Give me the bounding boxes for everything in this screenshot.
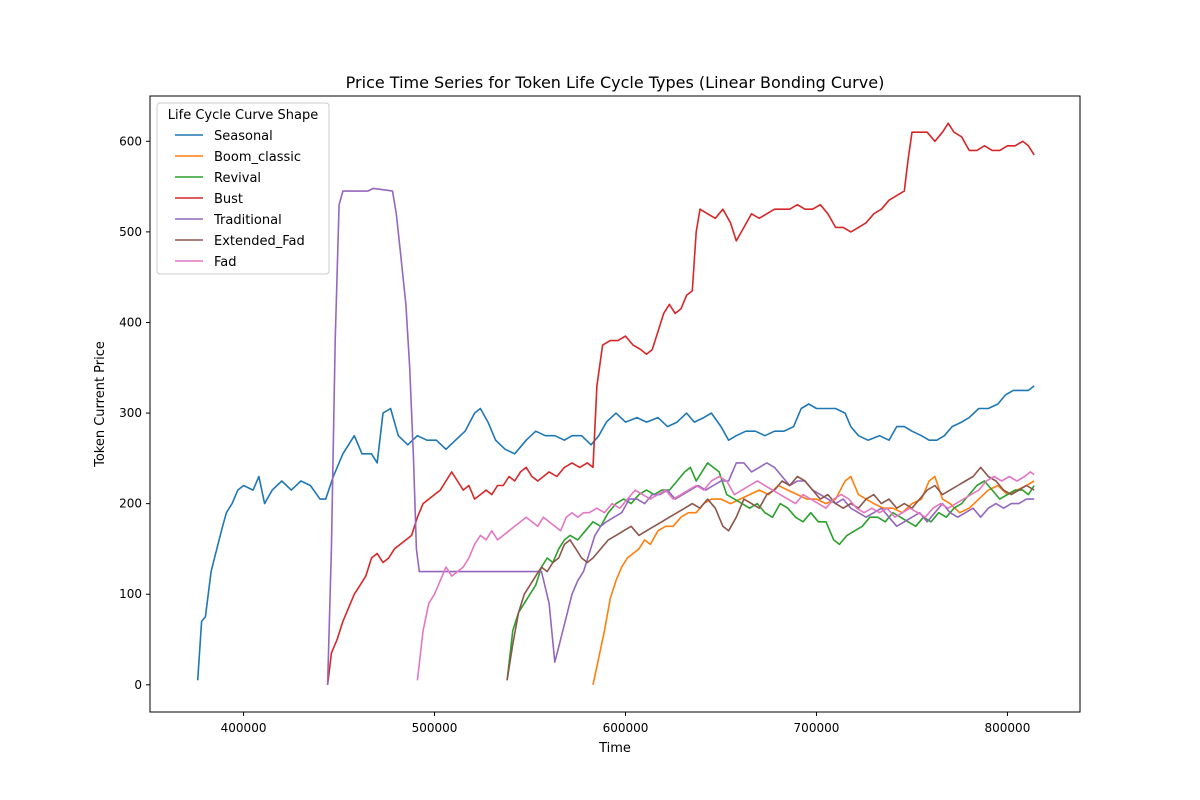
series-line-seasonal — [196, 385, 1035, 681]
series-line-traditional — [326, 187, 1035, 685]
series-line-extended-fad — [506, 466, 1035, 681]
legend-label-extended-fad: Extended_Fad — [214, 234, 305, 249]
x-axis: 400000 500000 600000 700000 800000 — [221, 712, 1031, 735]
legend-label-boom-classic: Boom_classic — [214, 150, 301, 165]
x-axis-label: Time — [598, 741, 631, 756]
legend-items: Seasonal Boom_classic Revival Bust Tradition… — [175, 129, 305, 270]
legend-title: Life Cycle Curve Shape — [168, 108, 318, 123]
series-line-revival — [506, 462, 1035, 681]
legend-box — [156, 102, 330, 275]
x-tick-label: 400000 — [221, 721, 267, 735]
series-line-fad — [416, 471, 1035, 681]
series-layer — [196, 122, 1035, 685]
y-tick-label: 100 — [119, 587, 142, 601]
legend-label-fad: Fad — [214, 255, 237, 270]
x-tick-label: 800000 — [985, 721, 1031, 735]
y-tick-label: 400 — [119, 315, 142, 329]
legend-label-traditional: Traditional — [213, 213, 282, 228]
y-axis: 0 100 200 300 400 500 600 — [119, 134, 150, 692]
y-tick-label: 0 — [134, 678, 142, 692]
legend-label-seasonal: Seasonal — [214, 129, 273, 144]
plot-area-frame — [149, 95, 1081, 713]
legend-label-bust: Bust — [214, 192, 243, 207]
y-tick-label: 300 — [119, 406, 142, 420]
y-tick-label: 600 — [119, 134, 142, 148]
chart-title: Price Time Series for Token Life Cycle T… — [346, 73, 885, 92]
legend-label-revival: Revival — [214, 171, 261, 186]
x-tick-label: 700000 — [794, 721, 840, 735]
x-tick-label: 600000 — [603, 721, 649, 735]
y-tick-label: 500 — [119, 225, 142, 239]
series-line-bust — [326, 122, 1035, 685]
y-axis-label: Token Current Price — [93, 341, 108, 468]
y-tick-label: 200 — [119, 497, 142, 511]
x-tick-label: 500000 — [412, 721, 458, 735]
series-line-boom-classic — [592, 475, 1035, 685]
legend: Life Cycle Curve Shape Seasonal Boom_clas… — [156, 102, 330, 275]
